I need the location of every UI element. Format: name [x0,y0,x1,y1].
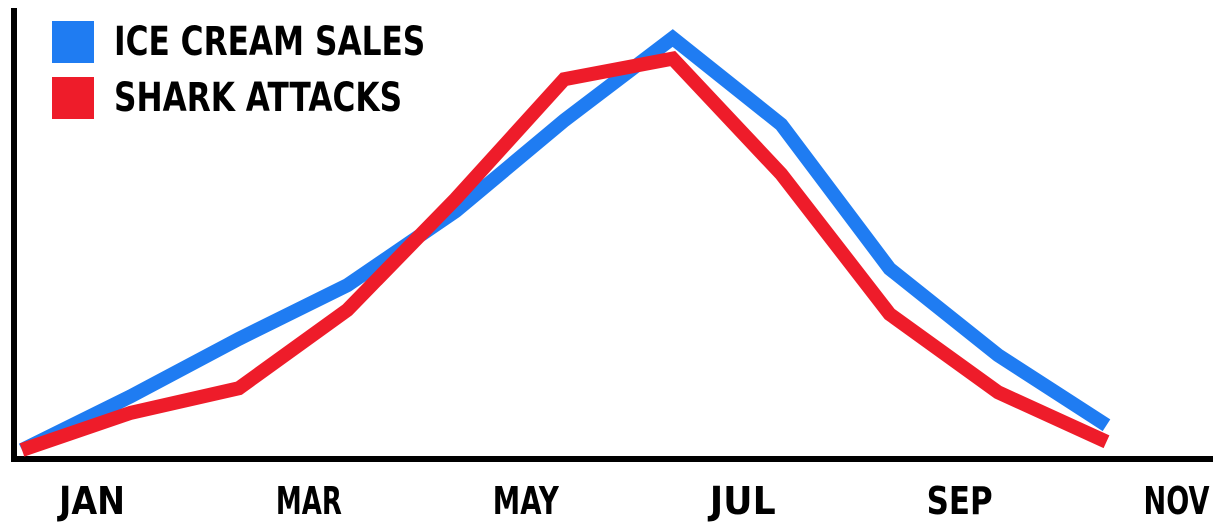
series-line-ice-cream-sales [18,29,1111,457]
legend-label-shark-attacks: SHARK ATTACKS [114,75,403,121]
x-tick-labels: JAN MAR MAY JUL SEP NOV [56,479,1210,523]
legend: ICE CREAM SALES SHARK ATTACKS [52,14,513,126]
x-tick-label-jan: JAN [56,479,125,523]
x-tick-label-jul: JUL [707,479,776,523]
x-tick-label-sep: SEP [927,479,993,523]
axes [11,8,1213,462]
x-tick-label-may: MAY [493,479,559,523]
legend-swatch-blue [52,21,94,63]
legend-item-shark-attacks: SHARK ATTACKS [52,70,513,126]
legend-label-ice-cream-sales: ICE CREAM SALES [114,19,426,65]
x-tick-label-mar: MAR [276,479,342,523]
series-layer [18,29,1111,457]
legend-swatch-red [52,77,94,119]
legend-item-ice-cream-sales: ICE CREAM SALES [52,14,513,70]
x-tick-label-nov: NOV [1144,479,1210,523]
series-line-shark-attacks [19,51,1110,457]
